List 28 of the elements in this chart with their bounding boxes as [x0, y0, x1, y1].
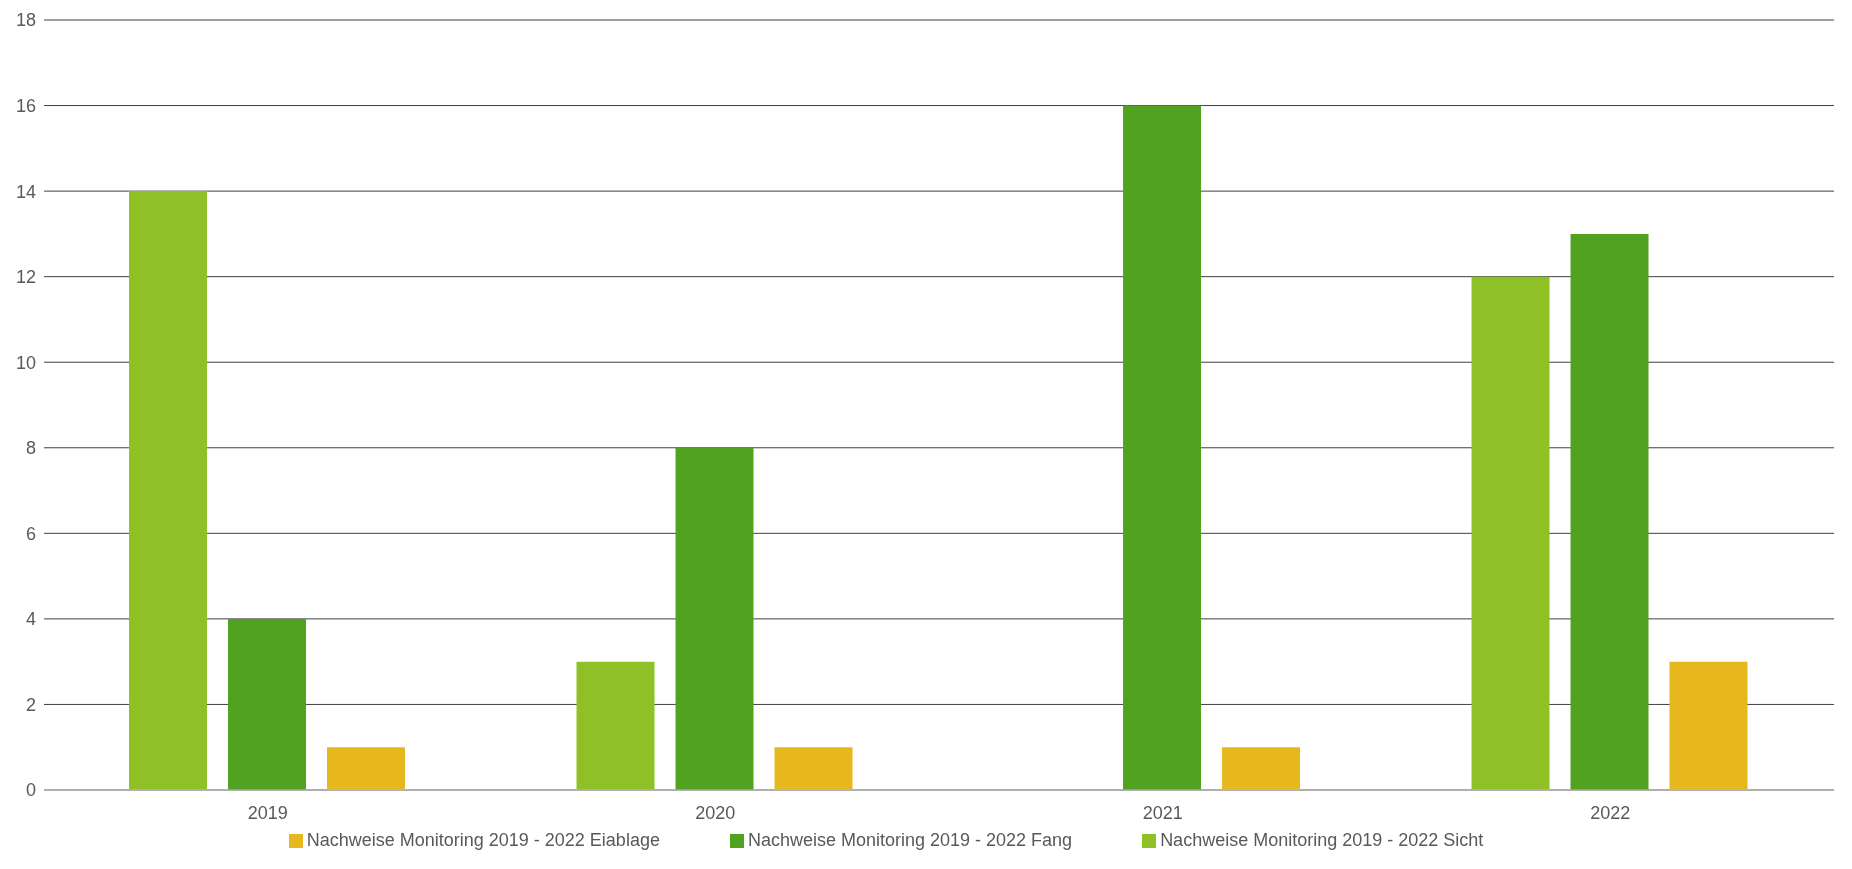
y-tick-label: 12 — [15, 267, 36, 288]
y-tick-label: 18 — [15, 10, 36, 31]
bar — [1669, 661, 1748, 790]
bar — [1471, 276, 1550, 790]
y-tick-label: 2 — [25, 694, 36, 715]
bar — [774, 747, 853, 790]
legend-label: Nachweise Monitoring 2019 - 2022 Fang — [747, 830, 1073, 850]
bar — [1570, 233, 1649, 790]
y-tick-label: 4 — [25, 609, 36, 630]
legend-label: Nachweise Monitoring 2019 - 2022 Sicht — [1160, 830, 1484, 850]
bar — [129, 191, 208, 790]
x-tick-label: 2021 — [1142, 802, 1183, 823]
bar — [327, 747, 406, 790]
x-tick-label: 2020 — [695, 802, 736, 823]
bar — [675, 447, 754, 790]
y-tick-label: 6 — [25, 523, 36, 544]
y-tick-label: 8 — [25, 438, 36, 459]
x-tick-label: 2019 — [247, 802, 288, 823]
legend-label: Nachweise Monitoring 2019 - 2022 Eiablage — [306, 830, 660, 850]
y-tick-label: 14 — [15, 181, 36, 202]
x-tick-label: 2022 — [1590, 802, 1631, 823]
bar — [1222, 747, 1301, 790]
bar — [228, 618, 307, 790]
bar — [576, 661, 655, 790]
y-tick-label: 16 — [15, 95, 36, 116]
y-tick-label: 0 — [25, 780, 36, 801]
bar — [1123, 105, 1202, 790]
y-tick-label: 10 — [15, 352, 36, 373]
